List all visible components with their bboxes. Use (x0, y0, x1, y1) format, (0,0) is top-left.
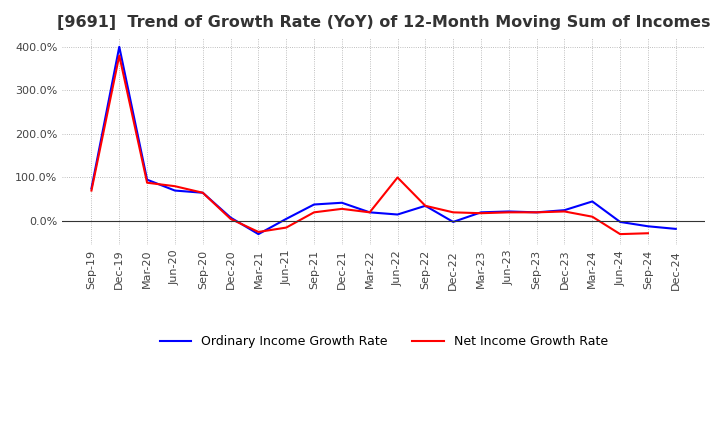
Title: [9691]  Trend of Growth Rate (YoY) of 12-Month Moving Sum of Incomes: [9691] Trend of Growth Rate (YoY) of 12-… (57, 15, 711, 30)
Ordinary Income Growth Rate (115, 44, 124, 49)
Net Income Growth Rate (310, 210, 318, 215)
Net Income Growth Rate (171, 183, 179, 189)
Net Income Growth Rate (588, 214, 597, 219)
Net Income Growth Rate (477, 211, 485, 216)
Net Income Growth Rate (505, 210, 513, 215)
Net Income Growth Rate (421, 203, 430, 209)
Net Income Growth Rate (87, 188, 96, 193)
Line: Ordinary Income Growth Rate: Ordinary Income Growth Rate (91, 47, 676, 234)
Net Income Growth Rate (115, 53, 124, 58)
Ordinary Income Growth Rate (560, 208, 569, 213)
Ordinary Income Growth Rate (616, 219, 624, 224)
Net Income Growth Rate (616, 231, 624, 237)
Legend: Ordinary Income Growth Rate, Net Income Growth Rate: Ordinary Income Growth Rate, Net Income … (155, 330, 613, 353)
Net Income Growth Rate (449, 210, 457, 215)
Ordinary Income Growth Rate (532, 210, 541, 215)
Net Income Growth Rate (199, 190, 207, 195)
Net Income Growth Rate (644, 231, 652, 236)
Net Income Growth Rate (338, 206, 346, 212)
Ordinary Income Growth Rate (588, 199, 597, 204)
Ordinary Income Growth Rate (310, 202, 318, 207)
Net Income Growth Rate (393, 175, 402, 180)
Line: Net Income Growth Rate: Net Income Growth Rate (91, 55, 648, 234)
Ordinary Income Growth Rate (449, 219, 457, 224)
Ordinary Income Growth Rate (421, 203, 430, 209)
Net Income Growth Rate (254, 229, 263, 235)
Net Income Growth Rate (226, 216, 235, 221)
Ordinary Income Growth Rate (254, 231, 263, 237)
Net Income Growth Rate (560, 209, 569, 214)
Ordinary Income Growth Rate (199, 190, 207, 195)
Ordinary Income Growth Rate (87, 186, 96, 191)
Ordinary Income Growth Rate (477, 210, 485, 215)
Ordinary Income Growth Rate (393, 212, 402, 217)
Net Income Growth Rate (365, 210, 374, 215)
Net Income Growth Rate (282, 225, 291, 230)
Ordinary Income Growth Rate (338, 200, 346, 205)
Ordinary Income Growth Rate (365, 210, 374, 215)
Net Income Growth Rate (143, 180, 151, 185)
Ordinary Income Growth Rate (644, 224, 652, 229)
Ordinary Income Growth Rate (505, 209, 513, 214)
Net Income Growth Rate (532, 210, 541, 215)
Ordinary Income Growth Rate (282, 216, 291, 221)
Ordinary Income Growth Rate (226, 215, 235, 220)
Ordinary Income Growth Rate (143, 177, 151, 182)
Ordinary Income Growth Rate (672, 226, 680, 231)
Ordinary Income Growth Rate (171, 188, 179, 193)
